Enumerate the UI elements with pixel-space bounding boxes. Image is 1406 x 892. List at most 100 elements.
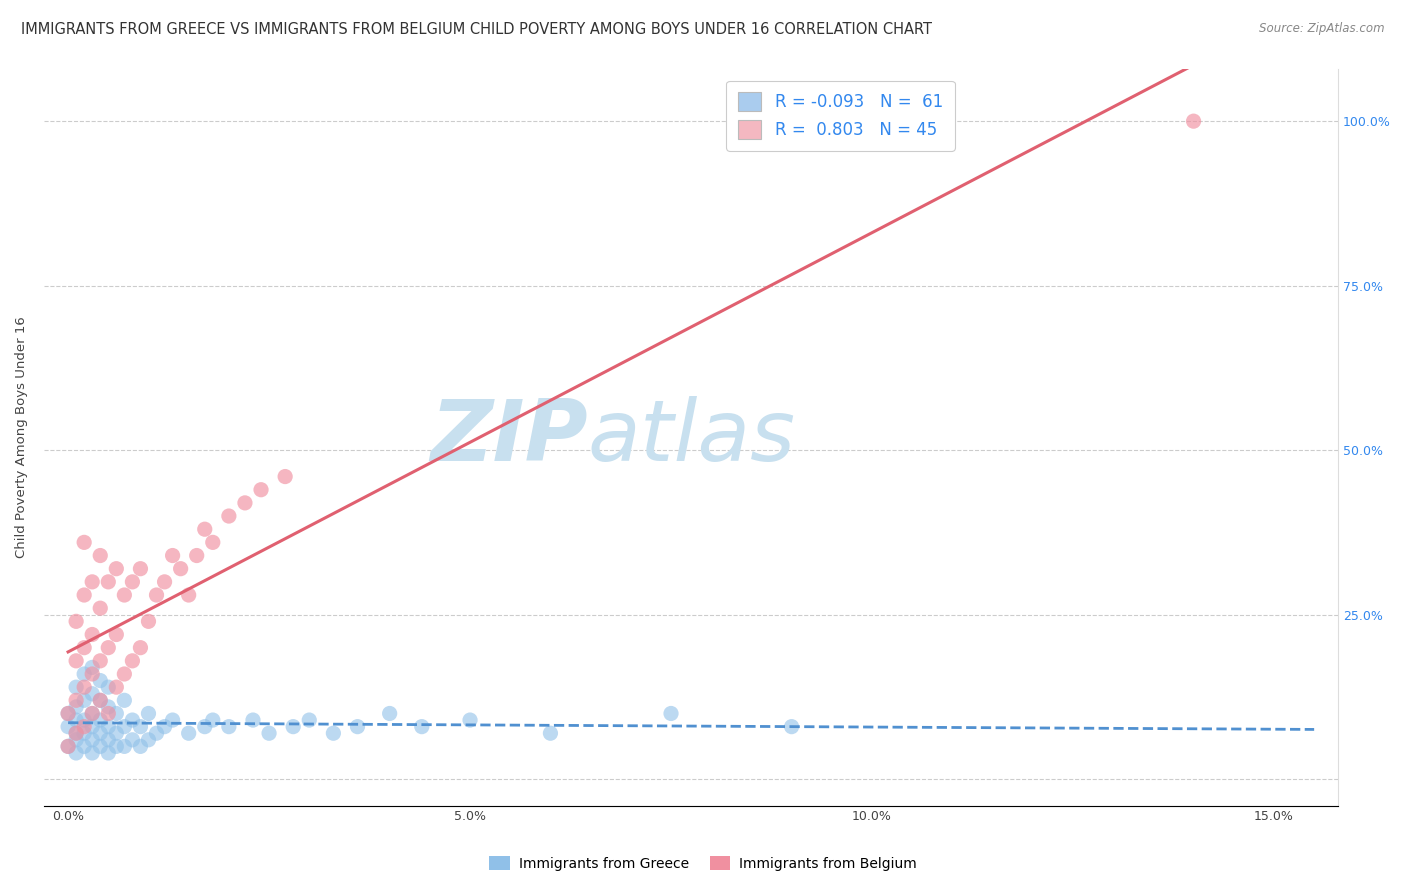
Point bbox=[56, 739, 79, 754]
Point bbox=[73, 667, 96, 681]
Point bbox=[73, 739, 96, 754]
Point bbox=[97, 732, 120, 747]
Point bbox=[274, 469, 297, 483]
Point bbox=[322, 726, 344, 740]
Point bbox=[112, 693, 135, 707]
Point bbox=[129, 640, 152, 655]
Point bbox=[82, 746, 104, 760]
Point bbox=[162, 549, 184, 563]
Point bbox=[82, 574, 104, 589]
Point bbox=[378, 706, 401, 721]
Point bbox=[112, 720, 135, 734]
Point bbox=[89, 739, 111, 754]
Point bbox=[73, 693, 96, 707]
Point bbox=[89, 654, 111, 668]
Point bbox=[298, 713, 321, 727]
Point bbox=[105, 680, 128, 694]
Point bbox=[82, 667, 104, 681]
Point bbox=[89, 673, 111, 688]
Point bbox=[112, 667, 135, 681]
Legend: R = -0.093   N =  61, R =  0.803   N = 45: R = -0.093 N = 61, R = 0.803 N = 45 bbox=[727, 80, 955, 151]
Point bbox=[201, 713, 224, 727]
Point bbox=[82, 706, 104, 721]
Point bbox=[105, 739, 128, 754]
Point bbox=[218, 720, 240, 734]
Point bbox=[346, 720, 368, 734]
Point bbox=[145, 588, 167, 602]
Point bbox=[89, 693, 111, 707]
Point bbox=[65, 726, 87, 740]
Point bbox=[233, 496, 256, 510]
Point bbox=[138, 732, 160, 747]
Point bbox=[1182, 114, 1205, 128]
Point bbox=[257, 726, 280, 740]
Point bbox=[82, 687, 104, 701]
Point bbox=[73, 588, 96, 602]
Point bbox=[65, 693, 87, 707]
Point bbox=[129, 562, 152, 576]
Point bbox=[73, 713, 96, 727]
Point bbox=[82, 627, 104, 641]
Point bbox=[65, 699, 87, 714]
Point bbox=[242, 713, 264, 727]
Point bbox=[121, 574, 143, 589]
Text: atlas: atlas bbox=[588, 395, 796, 479]
Point bbox=[82, 732, 104, 747]
Point bbox=[177, 726, 200, 740]
Point bbox=[780, 720, 803, 734]
Text: IMMIGRANTS FROM GREECE VS IMMIGRANTS FROM BELGIUM CHILD POVERTY AMONG BOYS UNDER: IMMIGRANTS FROM GREECE VS IMMIGRANTS FRO… bbox=[21, 22, 932, 37]
Point bbox=[65, 726, 87, 740]
Point bbox=[201, 535, 224, 549]
Point bbox=[56, 706, 79, 721]
Point bbox=[97, 720, 120, 734]
Point bbox=[82, 660, 104, 674]
Point bbox=[129, 739, 152, 754]
Point bbox=[218, 509, 240, 524]
Text: ZIP: ZIP bbox=[430, 395, 588, 479]
Point bbox=[153, 720, 176, 734]
Point bbox=[97, 574, 120, 589]
Point bbox=[121, 713, 143, 727]
Point bbox=[56, 720, 79, 734]
Point bbox=[65, 746, 87, 760]
Point bbox=[89, 713, 111, 727]
Point bbox=[169, 562, 191, 576]
Point bbox=[82, 720, 104, 734]
Point bbox=[105, 726, 128, 740]
Point bbox=[73, 726, 96, 740]
Point bbox=[659, 706, 682, 721]
Legend: Immigrants from Greece, Immigrants from Belgium: Immigrants from Greece, Immigrants from … bbox=[484, 850, 922, 876]
Point bbox=[138, 706, 160, 721]
Point bbox=[89, 549, 111, 563]
Point bbox=[121, 732, 143, 747]
Point bbox=[162, 713, 184, 727]
Point bbox=[283, 720, 305, 734]
Text: Source: ZipAtlas.com: Source: ZipAtlas.com bbox=[1260, 22, 1385, 36]
Point bbox=[82, 706, 104, 721]
Point bbox=[458, 713, 481, 727]
Point bbox=[65, 680, 87, 694]
Point bbox=[73, 640, 96, 655]
Point bbox=[186, 549, 208, 563]
Point bbox=[177, 588, 200, 602]
Point bbox=[97, 640, 120, 655]
Point bbox=[89, 601, 111, 615]
Point bbox=[65, 713, 87, 727]
Point bbox=[194, 522, 217, 536]
Point bbox=[65, 732, 87, 747]
Point bbox=[89, 726, 111, 740]
Point bbox=[89, 693, 111, 707]
Point bbox=[97, 746, 120, 760]
Point bbox=[56, 706, 79, 721]
Point bbox=[97, 680, 120, 694]
Point bbox=[105, 562, 128, 576]
Point bbox=[56, 739, 79, 754]
Point bbox=[73, 535, 96, 549]
Point bbox=[65, 615, 87, 629]
Point bbox=[73, 680, 96, 694]
Point bbox=[194, 720, 217, 734]
Point bbox=[112, 588, 135, 602]
Point bbox=[105, 706, 128, 721]
Point bbox=[138, 615, 160, 629]
Point bbox=[153, 574, 176, 589]
